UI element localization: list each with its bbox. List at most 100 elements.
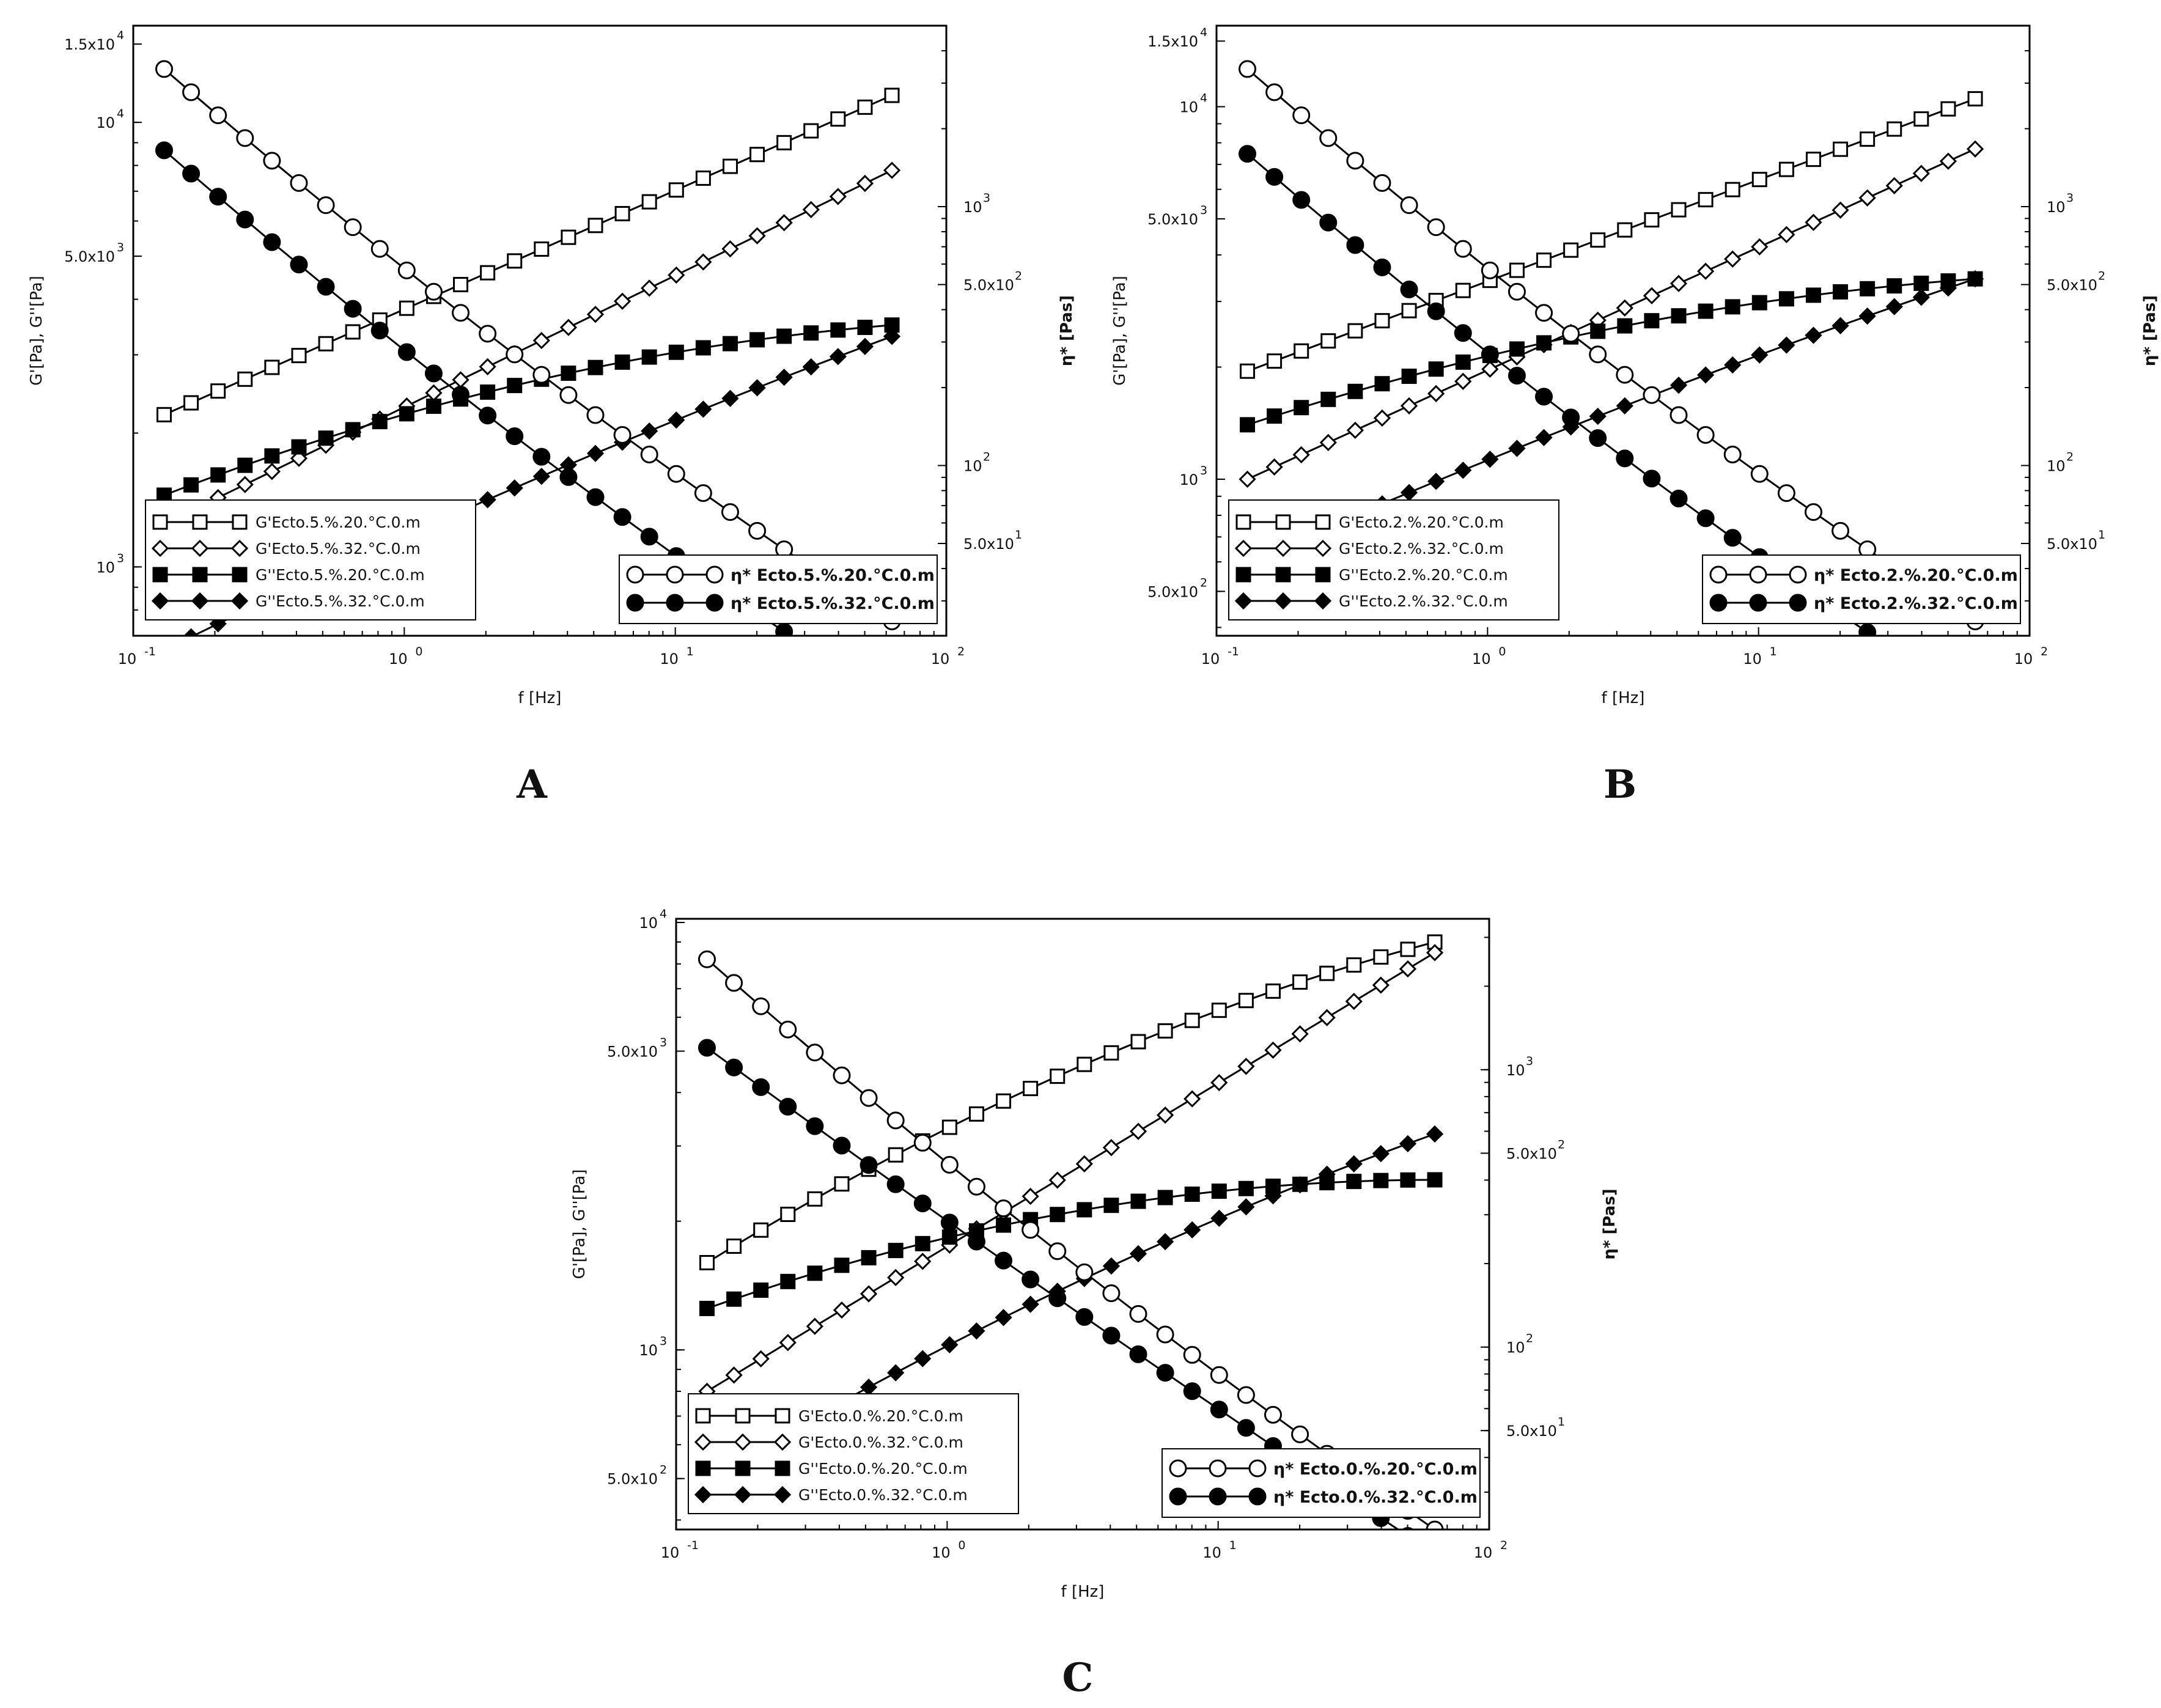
legend-left-2-marker-c [1315, 567, 1331, 583]
legend-left-3-marker-b [1274, 592, 1292, 610]
data-point [1616, 449, 1634, 468]
data-point [1643, 469, 1661, 488]
data-point [1887, 278, 1902, 294]
data-point [1292, 974, 1308, 990]
legend-left-3-marker-a [694, 1485, 712, 1504]
legend-left-label: G''Ecto.5.%.32.°C.0.m [256, 592, 425, 610]
series-line [706, 952, 1435, 1393]
data-point [667, 465, 685, 483]
data-point [830, 111, 846, 127]
data-point [1698, 303, 1714, 319]
data-point [1239, 470, 1256, 488]
data-point [1643, 386, 1661, 404]
data-point [1129, 1245, 1147, 1263]
data-point [1372, 976, 1390, 994]
data-point [1075, 1155, 1093, 1172]
y-right-tick-label: 10 [1506, 1339, 1525, 1356]
legend-right: η* Ecto.2.%.20.°C.0.m η* Ecto.2.%.32.°C.0… [1702, 554, 2021, 624]
data-point [1238, 993, 1254, 1009]
data-point [883, 328, 901, 345]
legend-left-label: G''Ecto.2.%.32.°C.0.m [1339, 592, 1508, 610]
data-point [887, 1364, 905, 1382]
legend-left-2-marker-a [695, 1460, 711, 1476]
y-left-tick-exponent: 2 [1200, 576, 1207, 589]
data-point [1267, 408, 1283, 424]
data-point [1535, 388, 1553, 406]
legend-right-0-marker-a [626, 565, 644, 584]
data-point [886, 1111, 905, 1130]
y-right-axis-title: η* [Pas] [1600, 1188, 1619, 1259]
legend-right-1-marker-c [1789, 594, 1807, 612]
data-point [884, 87, 900, 103]
data-point [263, 233, 281, 251]
data-point [1833, 284, 1849, 300]
x-tick-label: 10 [1201, 650, 1220, 668]
data-point [802, 358, 820, 376]
data-point [1426, 1125, 1444, 1143]
data-point [1563, 242, 1579, 258]
data-point [1346, 421, 1364, 440]
data-point [1481, 451, 1499, 468]
data-point [1427, 473, 1445, 490]
plot-frame [675, 918, 1490, 1531]
data-point [1454, 462, 1472, 479]
data-point [183, 477, 199, 493]
legend-left-2-marker-c [775, 1460, 790, 1476]
data-point [399, 300, 414, 316]
data-point [1778, 226, 1795, 243]
data-point [1966, 140, 1984, 158]
data-point [1778, 336, 1795, 354]
data-point [1077, 1202, 1092, 1218]
data-point [370, 322, 389, 340]
data-point [613, 292, 631, 310]
y-right-tick-exponent: 2 [2098, 270, 2105, 283]
data-point [1318, 1009, 1336, 1026]
data-point [1156, 1325, 1174, 1344]
data-point [424, 282, 443, 301]
data-point [1210, 1209, 1228, 1227]
data-point [775, 214, 793, 232]
data-point [1374, 313, 1390, 329]
legend-right-box [1161, 1448, 1481, 1518]
data-point [1751, 238, 1769, 256]
data-point [1103, 1198, 1119, 1213]
data-point [1401, 303, 1417, 318]
y-left-tick-label: 5.0x10 [1147, 583, 1198, 600]
data-point [1723, 446, 1742, 464]
data-point [1832, 201, 1849, 219]
data-point [1373, 1172, 1389, 1188]
data-point [1400, 941, 1416, 957]
data-point [860, 1156, 878, 1174]
data-point [1912, 289, 1930, 306]
data-point [1129, 1305, 1147, 1323]
data-point [996, 1217, 1012, 1233]
data-point [1832, 521, 1850, 540]
data-point [586, 488, 605, 506]
data-point [1239, 145, 1257, 163]
legend-right-label: η* Ecto.5.%.32.°C.0.m [731, 594, 935, 613]
data-point [1183, 1382, 1201, 1401]
legend-left-2-marker-c [232, 567, 248, 583]
data-point [182, 83, 201, 101]
data-point [479, 407, 497, 425]
data-point [1616, 366, 1634, 384]
data-point [725, 1058, 743, 1077]
data-point [344, 218, 362, 237]
data-point [1724, 250, 1742, 268]
data-point [1804, 503, 1822, 521]
x-tick-exponent: 1 [1229, 1539, 1237, 1552]
data-point [1696, 509, 1715, 528]
legend-left-1-marker-b [191, 539, 209, 558]
y-left-tick-label: 10 [639, 1342, 658, 1359]
data-point [399, 406, 414, 422]
data-point [1022, 1270, 1040, 1289]
legend-left-1-marker-a [1234, 539, 1253, 558]
data-point [345, 422, 361, 438]
data-point [1239, 60, 1257, 78]
data-point [1265, 983, 1281, 999]
x-tick-exponent: -1 [1228, 645, 1239, 658]
data-point [834, 1176, 850, 1192]
data-point [1184, 1012, 1200, 1028]
x-tick-label: 10 [661, 1544, 680, 1561]
